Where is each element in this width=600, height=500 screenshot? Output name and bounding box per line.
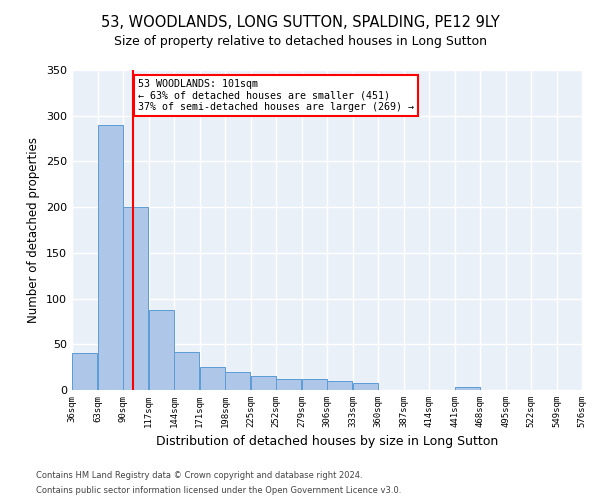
Bar (98, 125, 122, 390)
Bar (175, 352, 199, 390)
Bar (149, 310, 173, 390)
Bar (277, 379, 301, 390)
Bar (251, 376, 275, 390)
Text: Size of property relative to detached houses in Long Sutton: Size of property relative to detached ho… (113, 35, 487, 48)
Text: 53 WOODLANDS: 101sqm
← 63% of detached houses are smaller (451)
37% of semi-deta: 53 WOODLANDS: 101sqm ← 63% of detached h… (138, 79, 414, 112)
Bar (455, 388, 479, 390)
Bar (226, 372, 250, 390)
Text: Contains public sector information licensed under the Open Government Licence v3: Contains public sector information licen… (36, 486, 401, 495)
Bar (124, 207, 148, 390)
Bar (328, 381, 352, 390)
Bar (73, 354, 97, 390)
Bar (200, 367, 224, 390)
Bar (302, 379, 326, 390)
Text: 53, WOODLANDS, LONG SUTTON, SPALDING, PE12 9LY: 53, WOODLANDS, LONG SUTTON, SPALDING, PE… (101, 15, 499, 30)
X-axis label: Distribution of detached houses by size in Long Sutton: Distribution of detached houses by size … (156, 436, 498, 448)
Y-axis label: Number of detached properties: Number of detached properties (28, 137, 40, 323)
Bar (353, 382, 377, 390)
Text: Contains HM Land Registry data © Crown copyright and database right 2024.: Contains HM Land Registry data © Crown c… (36, 471, 362, 480)
